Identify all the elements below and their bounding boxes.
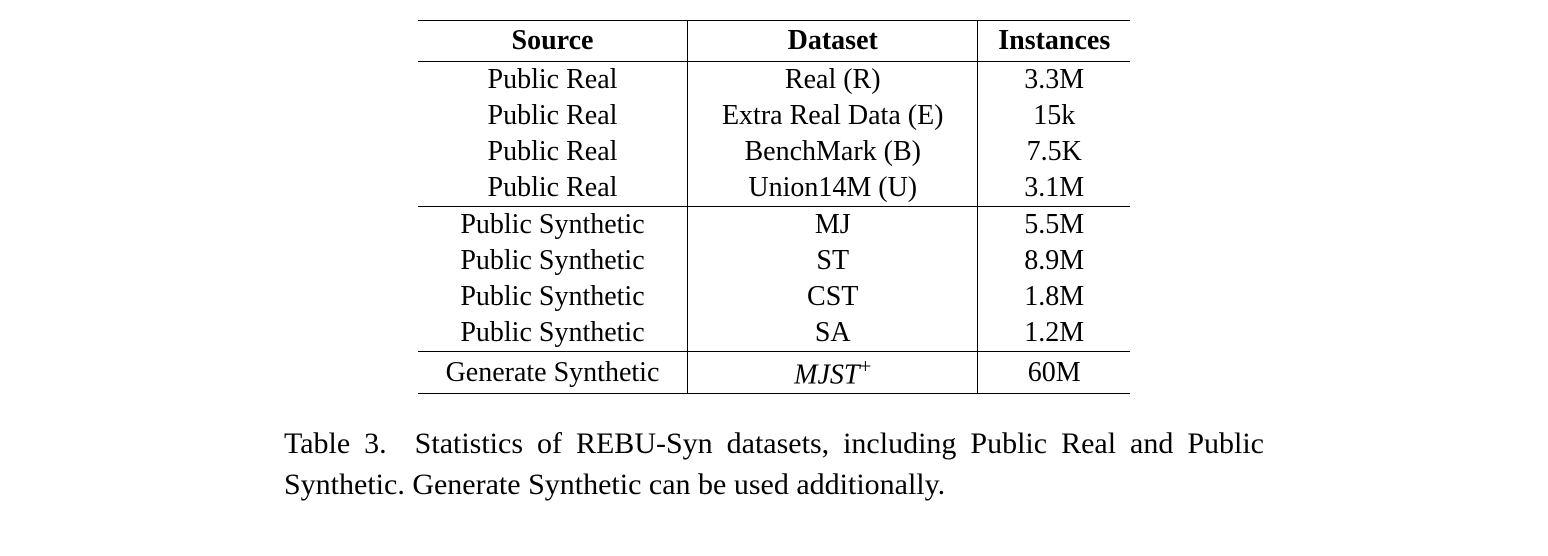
cell-source: Public Synthetic <box>418 207 688 244</box>
cell-dataset: SA <box>688 315 978 352</box>
cell-source: Public Synthetic <box>418 315 688 352</box>
cell-dataset: MJST+ <box>688 352 978 394</box>
table-row: Public Synthetic ST 8.9M <box>418 243 1131 279</box>
cell-source: Public Synthetic <box>418 279 688 315</box>
header-dataset: Dataset <box>688 21 978 62</box>
table-row: Public Real Extra Real Data (E) 15k <box>418 98 1131 134</box>
statistics-table: Source Dataset Instances Public Real Rea… <box>418 20 1131 394</box>
cell-dataset: BenchMark (B) <box>688 134 978 170</box>
cell-source: Public Real <box>418 98 688 134</box>
cell-dataset: Union14M (U) <box>688 170 978 207</box>
cell-instances: 3.3M <box>978 62 1131 99</box>
table-row: Public Real Real (R) 3.3M <box>418 62 1131 99</box>
cell-source: Public Real <box>418 134 688 170</box>
cell-dataset: ST <box>688 243 978 279</box>
cell-dataset: Extra Real Data (E) <box>688 98 978 134</box>
cell-instances: 7.5K <box>978 134 1131 170</box>
cell-source: Public Real <box>418 62 688 99</box>
header-instances: Instances <box>978 21 1131 62</box>
cell-source: Public Real <box>418 170 688 207</box>
table-header-row: Source Dataset Instances <box>418 21 1131 62</box>
cell-instances: 1.2M <box>978 315 1131 352</box>
cell-source: Public Synthetic <box>418 243 688 279</box>
table-row: Public Synthetic CST 1.8M <box>418 279 1131 315</box>
cell-dataset: MJ <box>688 207 978 244</box>
table-caption: Table 3. Statistics of REBU-Syn datasets… <box>284 424 1264 505</box>
caption-label: Table 3. <box>284 427 387 460</box>
cell-dataset: Real (R) <box>688 62 978 99</box>
header-source: Source <box>418 21 688 62</box>
table-row: Public Real BenchMark (B) 7.5K <box>418 134 1131 170</box>
dataset-mjst-sup: + <box>859 354 871 378</box>
table-row: Public Synthetic MJ 5.5M <box>418 207 1131 244</box>
cell-instances: 60M <box>978 352 1131 394</box>
cell-instances: 15k <box>978 98 1131 134</box>
table-row: Public Synthetic SA 1.2M <box>418 315 1131 352</box>
cell-instances: 8.9M <box>978 243 1131 279</box>
dataset-mjst: MJST <box>794 359 859 390</box>
caption-text: Statistics of REBU-Syn datasets, includi… <box>284 427 1264 501</box>
cell-source: Generate Synthetic <box>418 352 688 394</box>
table-row: Generate Synthetic MJST+ 60M <box>418 352 1131 394</box>
table-row: Public Real Union14M (U) 3.1M <box>418 170 1131 207</box>
cell-instances: 5.5M <box>978 207 1131 244</box>
cell-instances: 1.8M <box>978 279 1131 315</box>
cell-dataset: CST <box>688 279 978 315</box>
cell-instances: 3.1M <box>978 170 1131 207</box>
table-wrapper: Source Dataset Instances Public Real Rea… <box>284 20 1264 505</box>
